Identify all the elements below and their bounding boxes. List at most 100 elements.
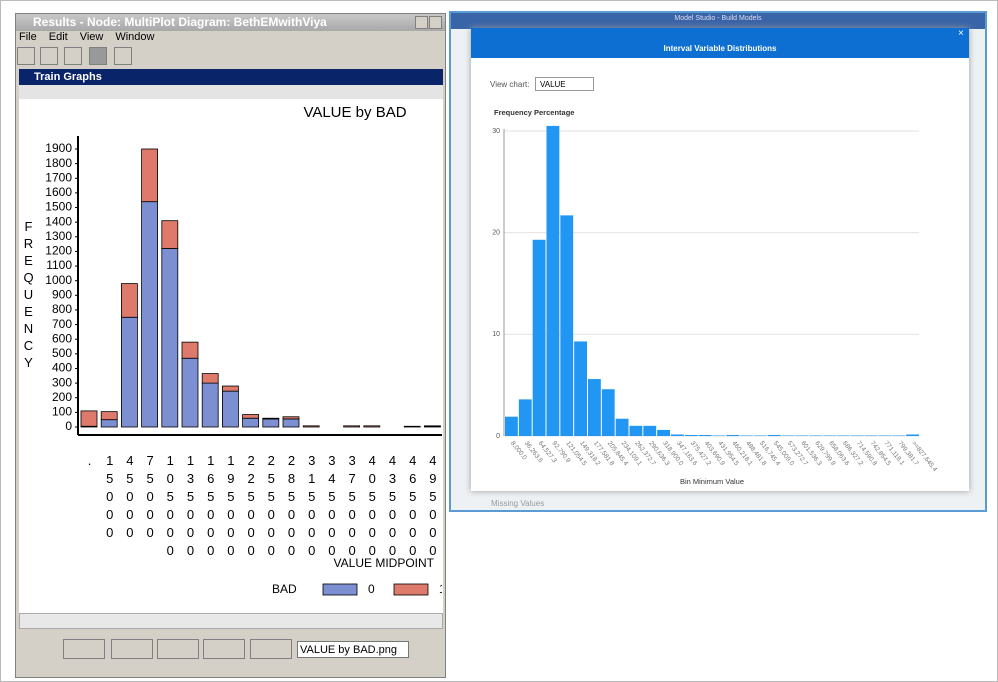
legend-label: 1 — [439, 582, 446, 596]
bar — [546, 125, 560, 437]
bar — [698, 434, 712, 436]
title-bar — [16, 14, 445, 31]
first-button[interactable] — [63, 639, 105, 659]
dialog-close[interactable]: × — [958, 28, 964, 39]
prev-button[interactable] — [111, 639, 153, 659]
bar-segment — [161, 248, 179, 428]
bar-segment — [363, 425, 381, 428]
bar-segment — [242, 417, 260, 428]
y-tick-label: 10 — [492, 331, 500, 338]
bar — [518, 399, 532, 436]
close[interactable] — [429, 16, 442, 29]
bar — [505, 416, 518, 436]
bar — [684, 434, 698, 436]
y-tick-label: 1200 — [45, 244, 72, 258]
bar-segment — [100, 419, 118, 428]
x-tick-label: 375000 — [344, 453, 360, 561]
tool[interactable] — [40, 47, 58, 65]
x-tick-label: 345000 — [324, 453, 340, 561]
bar-segment — [201, 382, 219, 428]
last-button[interactable] — [250, 639, 292, 659]
x-tick-label: 285000 — [284, 453, 299, 561]
bar-segment — [121, 283, 138, 318]
panel-bar — [19, 69, 443, 85]
y-tick-label: 1900 — [45, 141, 72, 155]
bar — [823, 435, 836, 436]
bar-segment — [302, 425, 320, 428]
file-select[interactable]: VALUE by BAD.png — [297, 641, 409, 658]
bar-segment — [343, 425, 361, 428]
x-tick-label: 15000 — [102, 453, 118, 543]
panel-label: Missing Values — [491, 499, 545, 508]
bar-segment — [221, 390, 239, 428]
scrollbar[interactable] — [19, 613, 443, 629]
chart-title: Frequency Percentage — [494, 108, 574, 117]
bar-segment — [161, 220, 179, 249]
tool[interactable] — [17, 47, 35, 65]
bar-segment — [262, 418, 280, 428]
studio-header — [451, 13, 985, 29]
x-tick-label: 165000 — [203, 453, 219, 561]
x-tick-label: 195000 — [223, 453, 239, 561]
play-button[interactable] — [157, 639, 199, 659]
bar-segment — [141, 148, 159, 203]
y-tick-label: 30 — [492, 128, 500, 135]
bar — [629, 425, 643, 436]
x-tick-label: 465000 — [405, 453, 421, 561]
studio-title: Model Studio - Build Models — [674, 15, 762, 22]
bar-segment — [100, 411, 118, 421]
y-tick-label: 800 — [52, 302, 72, 316]
dialog-title: Interval Variable Distributions — [663, 44, 777, 53]
x-tick-label: 315000 — [304, 453, 320, 561]
bar — [671, 434, 684, 436]
view-chart-label: View chart: — [490, 80, 530, 89]
y-tick-label: 1100 — [46, 258, 72, 272]
tool[interactable] — [114, 47, 132, 65]
menu-item[interactable]: Window — [115, 31, 155, 43]
y-tick-label: 1700 — [45, 170, 72, 184]
view-chart-select[interactable]: VALUE — [535, 77, 594, 91]
menu-item[interactable]: Edit — [48, 31, 68, 43]
chart-title: VALUE by BAD — [303, 104, 406, 121]
graph-area — [19, 85, 443, 613]
bar — [560, 215, 574, 436]
y-tick-label: 1500 — [45, 200, 72, 214]
bar — [837, 435, 850, 436]
window-title: Results - Node: MultiPlot Diagram: BethE… — [33, 15, 327, 29]
bar — [657, 429, 670, 436]
y-tick-label: 20 — [492, 230, 500, 237]
y-tick-label: 300 — [52, 375, 72, 389]
next-button[interactable] — [203, 639, 245, 659]
bar — [574, 341, 587, 436]
maximize[interactable] — [415, 16, 428, 29]
y-tick-label: 0 — [496, 433, 500, 440]
bar — [726, 434, 740, 436]
bar — [781, 435, 795, 436]
menu-item[interactable]: File — [19, 31, 37, 43]
legend-label: 0 — [368, 582, 375, 596]
bar-segment — [181, 357, 199, 428]
tool[interactable] — [89, 47, 107, 65]
bar-segment — [403, 425, 421, 428]
bar — [864, 435, 878, 436]
x-tick-label: 405000 — [364, 453, 380, 561]
bar-segment — [80, 410, 98, 427]
bar-segment — [423, 425, 441, 427]
menu-bar: File Edit View Window — [19, 31, 154, 45]
y-tick-label: 1600 — [45, 185, 72, 199]
y-tick-label: 0 — [65, 419, 72, 433]
bar — [615, 418, 629, 436]
tool[interactable] — [64, 47, 82, 65]
x-tick-label: 75000 — [142, 453, 158, 543]
y-tick-label: 600 — [52, 331, 72, 345]
x-tick-label: 435000 — [385, 453, 400, 561]
menu-item[interactable]: View — [79, 31, 104, 43]
x-axis-label: Bin Minimum Value — [680, 477, 744, 486]
legend-title: BAD — [272, 582, 297, 596]
x-tick-label: 45000 — [122, 453, 138, 543]
x-axis-label: VALUE MIDPOINT — [334, 556, 435, 570]
bar-segment — [242, 414, 260, 419]
x-tick-label: 135000 — [183, 453, 198, 561]
y-tick-label: 1300 — [45, 229, 72, 243]
